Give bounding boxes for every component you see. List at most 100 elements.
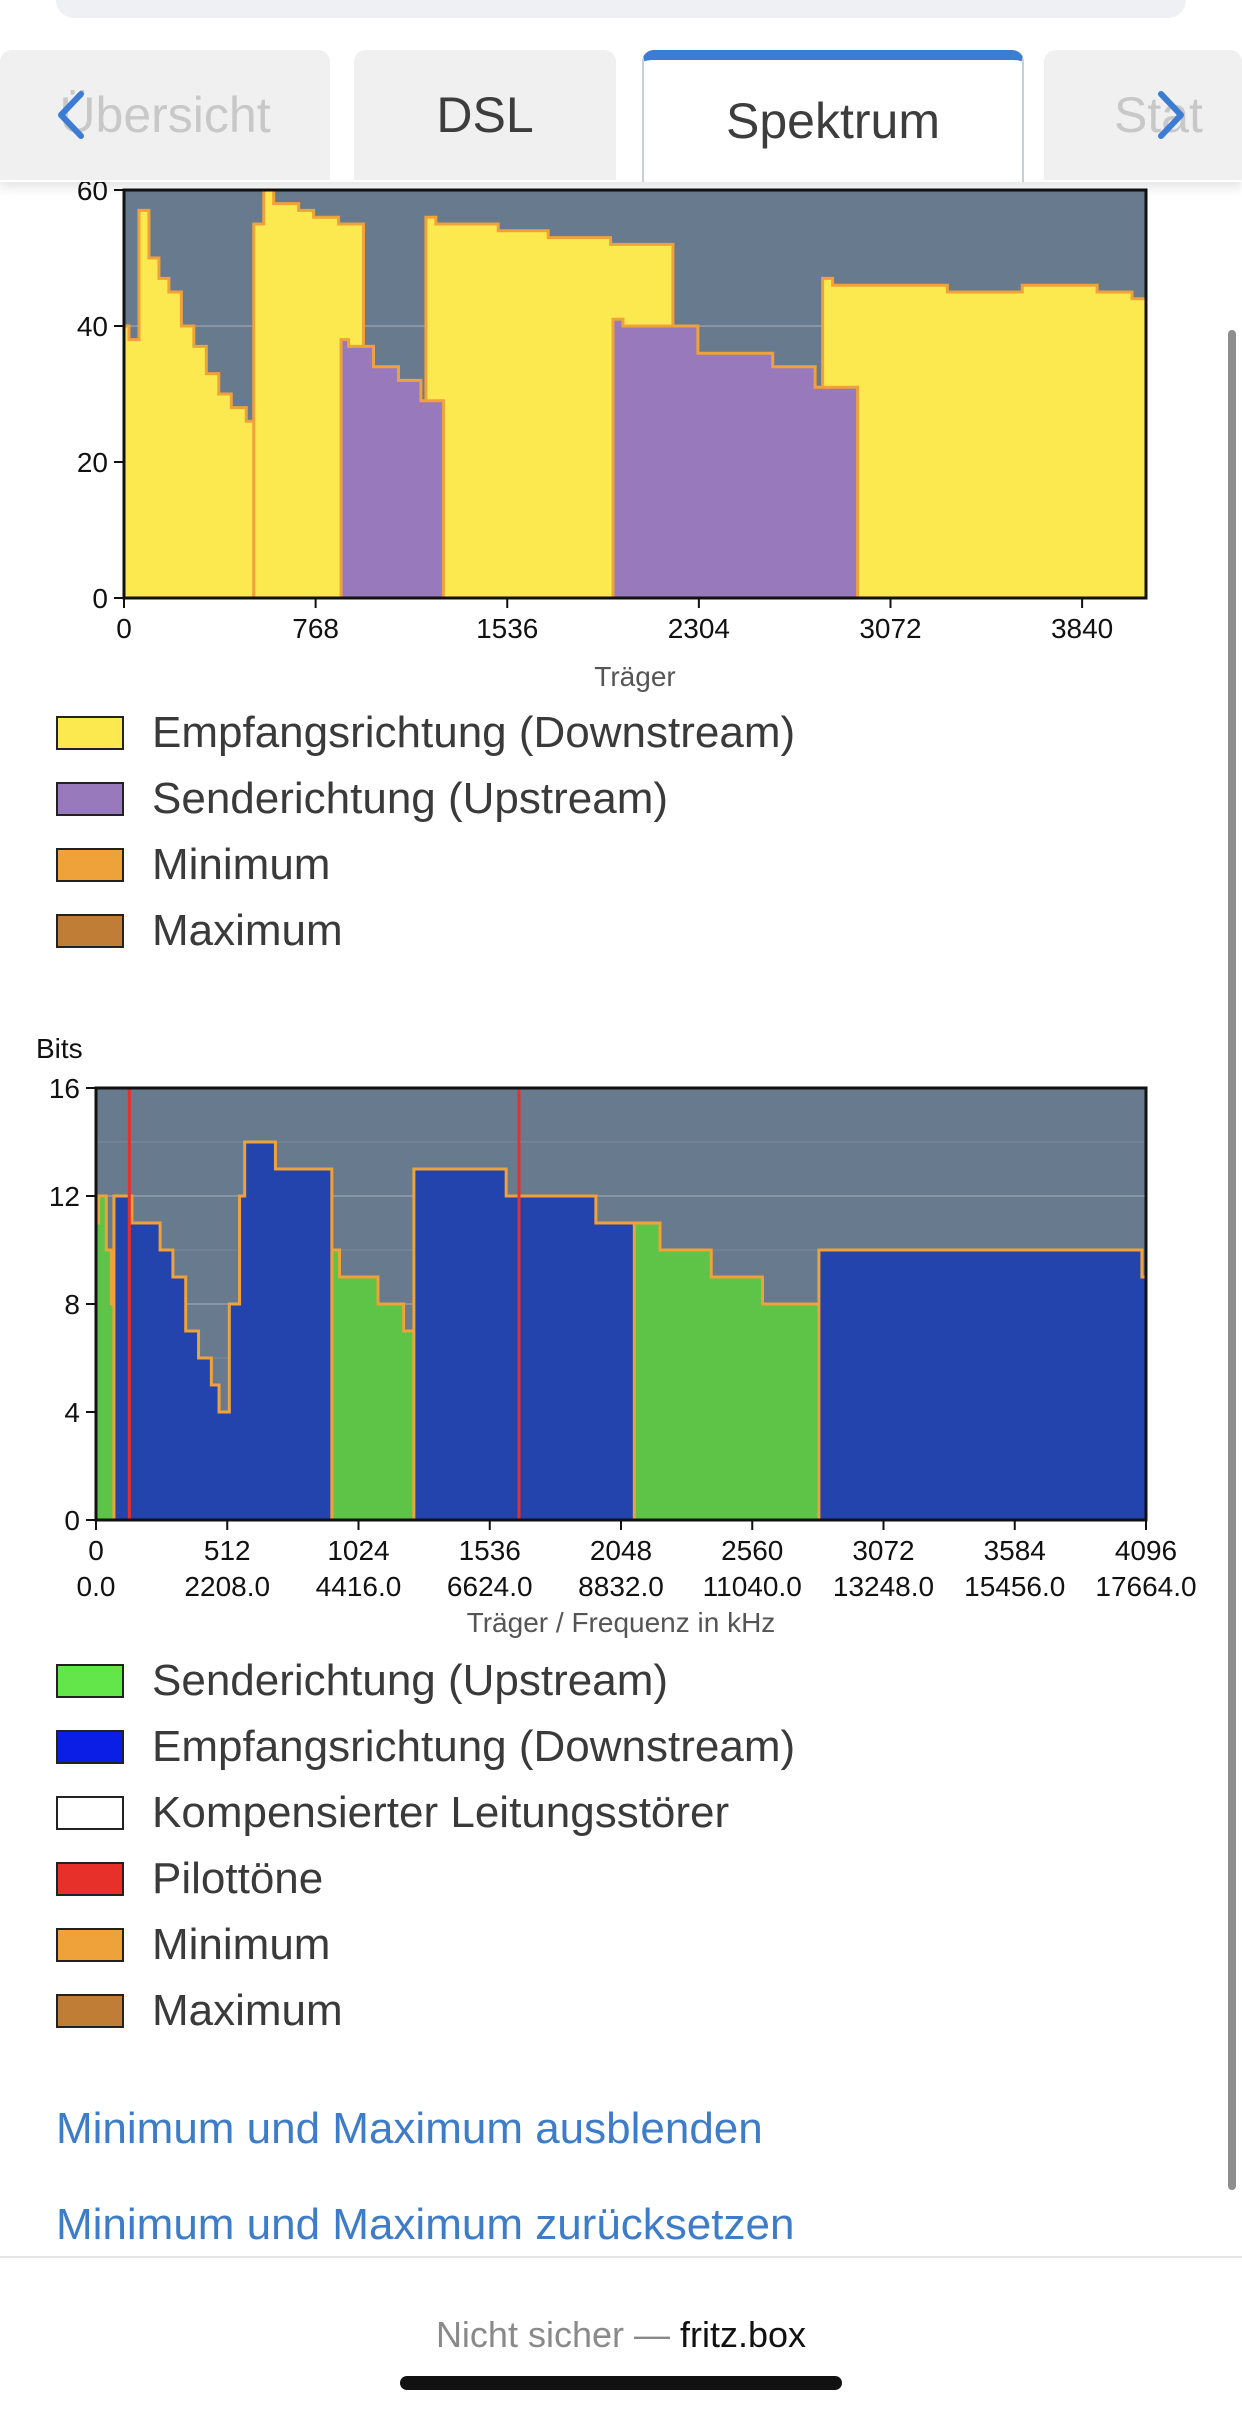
chevron-left-icon[interactable] [40, 80, 100, 150]
tab-uebersicht-label: Übersicht [59, 87, 271, 143]
x-tick-label: 3072 [852, 1535, 914, 1566]
x-tick-freq-label: 11040.0 [703, 1571, 802, 1602]
legend-minimum: Minimum [56, 1912, 795, 1978]
tab-bar: Übersicht DSL Spektrum Stat [0, 0, 1242, 182]
y-tick-label: 4 [64, 1397, 80, 1428]
legend-swatch-downstream [56, 716, 124, 750]
tab-spektrum[interactable]: Spektrum [642, 50, 1024, 182]
legend-label: Pilottöne [152, 1854, 324, 1903]
tab-dsl[interactable]: DSL [354, 50, 616, 180]
legend-compensated: Kompensierter Leitungsstörer [56, 1780, 795, 1846]
reset-min-max-link[interactable]: Minimum und Maximum zurücksetzen [56, 2200, 795, 2249]
x-tick-freq-label: 13248.0 [833, 1571, 934, 1602]
legend-swatch-minimum [56, 848, 124, 882]
area-segment [122, 208, 263, 600]
tab-statistik[interactable]: Stat [1044, 50, 1242, 180]
tab-dsl-label: DSL [436, 87, 534, 143]
legend-label: Empfangsrichtung (Downstream) [152, 1722, 796, 1771]
legend-swatch-upstream [56, 1664, 124, 1698]
legend-swatch-downstream [56, 1730, 124, 1764]
legend-label: Minimum [152, 1920, 331, 1969]
legend-label: Minimum [152, 840, 331, 889]
x-tick-label: 0 [88, 1535, 104, 1566]
legend-label: Maximum [152, 906, 343, 955]
area-segment [424, 215, 675, 600]
url-bar[interactable]: Nicht sicher — fritz.box [0, 2314, 1242, 2356]
area-segment [339, 338, 445, 600]
x-tick-label: 4096 [1115, 1535, 1177, 1566]
y-tick-label: 8 [64, 1289, 80, 1320]
legend-downstream: Empfangsrichtung (Downstream) [56, 700, 795, 766]
legend-upstream: Senderichtung (Upstream) [56, 1648, 795, 1714]
x-tick-label: 512 [204, 1535, 251, 1566]
tab-statistik-label: Stat [1114, 87, 1203, 143]
legend-swatch-upstream [56, 782, 124, 816]
legend-swatch-maximum [56, 914, 124, 948]
x-tick-label: 3584 [984, 1535, 1046, 1566]
area-segment [412, 1167, 636, 1522]
legend-upstream: Senderichtung (Upstream) [56, 766, 795, 832]
x-tick-freq-label: 17664.0 [1095, 1571, 1196, 1602]
x-tick-label: 1024 [327, 1535, 389, 1566]
bits-legend: Senderichtung (Upstream) Empfangsrichtun… [56, 1648, 795, 2044]
area-segment [611, 317, 860, 600]
y-tick-label: 16 [49, 1073, 80, 1104]
x-tick-freq-label: 4416.0 [316, 1571, 402, 1602]
x-tick-freq-label: 8832.0 [578, 1571, 664, 1602]
snr-chart: 0 20 40 60 0 768 1536 2304 3072 3840 Träger [0, 170, 1242, 710]
hide-min-max-link[interactable]: Minimum und Maximum ausblenden [56, 2104, 763, 2153]
y-axis-label: Bits [36, 1033, 83, 1064]
legend-swatch-minimum [56, 1928, 124, 1962]
top-toolbar-edge [56, 0, 1186, 18]
y-tick-label: 12 [49, 1181, 80, 1212]
legend-downstream: Empfangsrichtung (Downstream) [56, 1714, 795, 1780]
x-axis-label: Träger / Frequenz in kHz [467, 1607, 776, 1638]
legend-label: Senderichtung (Upstream) [152, 1656, 669, 1705]
scrollbar[interactable] [1228, 330, 1236, 2190]
legend-maximum: Maximum [56, 1978, 795, 2044]
area-segment [112, 1140, 334, 1522]
legend-pilot: Pilottöne [56, 1846, 795, 1912]
x-tick-label: 0 [116, 613, 132, 644]
x-axis-label: Träger [594, 661, 675, 692]
legend-swatch-pilot [56, 1862, 124, 1896]
host-label: fritz.box [680, 2314, 807, 2355]
home-indicator [400, 2376, 842, 2390]
x-tick-label: 1536 [459, 1535, 521, 1566]
x-tick-label: 3840 [1051, 613, 1113, 644]
y-tick-label: 20 [77, 447, 108, 478]
x-tick-freq-label: 0.0 [77, 1571, 116, 1602]
legend-label: Senderichtung (Upstream) [152, 774, 669, 823]
area-segment [817, 1248, 1148, 1522]
x-tick-label: 3072 [859, 613, 921, 644]
browser-footer: Nicht sicher — fritz.box [0, 2256, 1242, 2416]
x-tick-label: 768 [292, 613, 339, 644]
legend-swatch-maximum [56, 1994, 124, 2028]
x-tick-freq-label: 6624.0 [447, 1571, 533, 1602]
y-tick-label: 0 [64, 1505, 80, 1536]
area-segment [252, 188, 366, 600]
not-secure-label: Nicht sicher — [435, 2314, 670, 2355]
chevron-right-icon[interactable] [1142, 80, 1202, 150]
tab-uebersicht[interactable]: Übersicht [0, 50, 330, 180]
legend-minimum: Minimum [56, 832, 795, 898]
x-tick-label: 2560 [721, 1535, 783, 1566]
x-tick-freq-label: 15456.0 [964, 1571, 1065, 1602]
legend-label: Maximum [152, 1986, 343, 2035]
legend-swatch-compensated [56, 1796, 124, 1830]
legend-maximum: Maximum [56, 898, 795, 964]
y-tick-label: 40 [77, 311, 108, 342]
x-tick-freq-label: 2208.0 [184, 1571, 270, 1602]
y-tick-label: 0 [92, 583, 108, 614]
tab-spektrum-label: Spektrum [726, 93, 940, 149]
area-segment [821, 276, 1148, 600]
snr-legend: Empfangsrichtung (Downstream) Sendericht… [56, 700, 795, 964]
legend-label: Empfangsrichtung (Downstream) [152, 708, 796, 757]
bits-chart: 0 4 8 12 16 0 0.0 512 2208.0 1024 4416.0 1536 6624.0… [0, 1020, 1242, 1660]
legend-label: Kompensierter Leitungsstörer [152, 1788, 730, 1837]
x-tick-label: 2304 [668, 613, 730, 644]
plot-frame [122, 188, 1148, 600]
bits-chart-svg: 0 4 8 12 16 0 0.0 512 2208.0 1024 4416.0 1536 6624.0… [36, 1033, 1197, 1638]
x-tick-label: 1536 [476, 613, 538, 644]
